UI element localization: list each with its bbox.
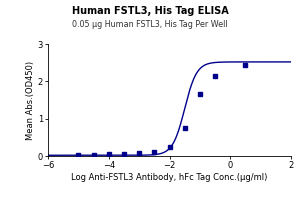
Y-axis label: Mean Abs.(OD450): Mean Abs.(OD450) — [26, 60, 35, 140]
Text: Human FSTL3, His Tag ELISA: Human FSTL3, His Tag ELISA — [72, 6, 228, 16]
X-axis label: Log Anti-FSTL3 Antibody, hFc Tag Conc.(μg/ml): Log Anti-FSTL3 Antibody, hFc Tag Conc.(μ… — [71, 173, 268, 182]
Text: 0.05 μg Human FSTL3, His Tag Per Well: 0.05 μg Human FSTL3, His Tag Per Well — [72, 20, 228, 29]
